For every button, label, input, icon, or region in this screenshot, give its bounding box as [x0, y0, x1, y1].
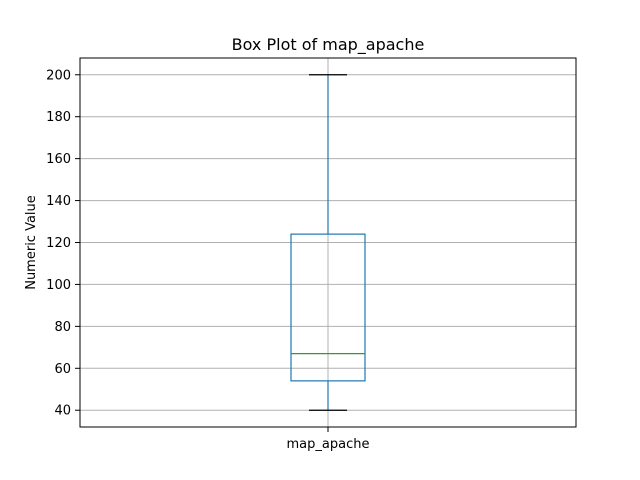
- y-axis-label: Numeric Value: [24, 195, 39, 290]
- y-tick-label: 200: [46, 68, 71, 83]
- x-axis-ticks: map_apache: [287, 427, 370, 452]
- y-tick-label: 180: [46, 110, 71, 125]
- x-tick-label: map_apache: [287, 437, 370, 452]
- chart-title: Box Plot of map_apache: [232, 35, 425, 55]
- y-tick-label: 40: [54, 404, 71, 419]
- y-tick-label: 100: [46, 278, 71, 293]
- y-tick-label: 120: [46, 236, 71, 251]
- y-tick-label: 140: [46, 194, 71, 209]
- plot-area-frame: [79, 57, 577, 428]
- interquartile-box: [290, 233, 366, 382]
- y-tick-label: 60: [54, 362, 71, 377]
- y-tick-label: 160: [46, 152, 71, 167]
- box-series: [290, 74, 366, 411]
- y-tick-label: 80: [54, 320, 71, 335]
- y-axis-ticks: 40 60 80 100 120 140 160 180 200: [46, 68, 80, 419]
